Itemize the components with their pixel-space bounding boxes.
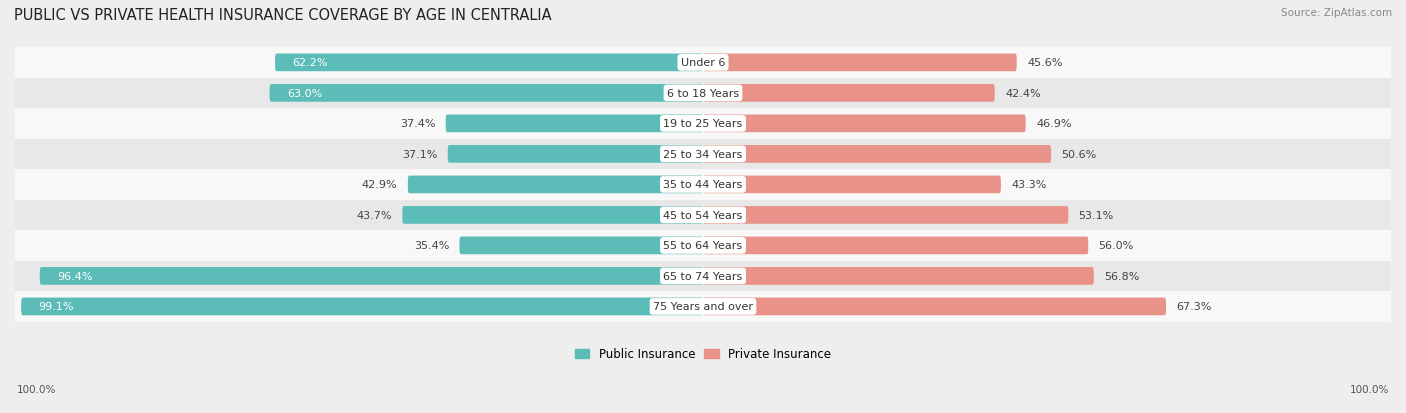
Text: 65 to 74 Years: 65 to 74 Years [664, 271, 742, 281]
Text: 75 Years and over: 75 Years and over [652, 302, 754, 312]
Text: Source: ZipAtlas.com: Source: ZipAtlas.com [1281, 8, 1392, 18]
Bar [15, 48, 1391, 78]
Text: 53.1%: 53.1% [1078, 210, 1114, 221]
Bar [15, 109, 1391, 139]
Text: 56.8%: 56.8% [1104, 271, 1139, 281]
Text: 55 to 64 Years: 55 to 64 Years [664, 241, 742, 251]
Text: 35 to 44 Years: 35 to 44 Years [664, 180, 742, 190]
Text: 45.6%: 45.6% [1026, 58, 1063, 68]
Text: 25 to 34 Years: 25 to 34 Years [664, 150, 742, 159]
FancyBboxPatch shape [703, 206, 1069, 224]
FancyBboxPatch shape [703, 146, 1052, 164]
FancyBboxPatch shape [703, 55, 1017, 72]
FancyBboxPatch shape [402, 206, 703, 224]
Text: 62.2%: 62.2% [292, 58, 328, 68]
Text: 96.4%: 96.4% [58, 271, 93, 281]
Text: 19 to 25 Years: 19 to 25 Years [664, 119, 742, 129]
FancyBboxPatch shape [703, 268, 1094, 285]
FancyBboxPatch shape [447, 146, 703, 164]
Bar [15, 261, 1391, 292]
Text: 43.7%: 43.7% [357, 210, 392, 221]
Text: 100.0%: 100.0% [17, 385, 56, 394]
Text: 42.4%: 42.4% [1005, 89, 1040, 99]
FancyBboxPatch shape [276, 55, 703, 72]
Legend: Public Insurance, Private Insurance: Public Insurance, Private Insurance [571, 343, 835, 366]
Bar [15, 78, 1391, 109]
Text: 35.4%: 35.4% [413, 241, 449, 251]
Text: 46.9%: 46.9% [1036, 119, 1071, 129]
Text: PUBLIC VS PRIVATE HEALTH INSURANCE COVERAGE BY AGE IN CENTRALIA: PUBLIC VS PRIVATE HEALTH INSURANCE COVER… [14, 8, 551, 23]
FancyBboxPatch shape [703, 176, 1001, 194]
Text: 37.1%: 37.1% [402, 150, 437, 159]
FancyBboxPatch shape [703, 115, 1025, 133]
FancyBboxPatch shape [21, 298, 703, 316]
Text: 100.0%: 100.0% [1350, 385, 1389, 394]
Text: 42.9%: 42.9% [361, 180, 398, 190]
Bar [15, 200, 1391, 230]
Text: 99.1%: 99.1% [38, 302, 75, 312]
Text: 45 to 54 Years: 45 to 54 Years [664, 210, 742, 221]
Text: 37.4%: 37.4% [399, 119, 436, 129]
FancyBboxPatch shape [270, 85, 703, 102]
FancyBboxPatch shape [408, 176, 703, 194]
FancyBboxPatch shape [460, 237, 703, 255]
FancyBboxPatch shape [703, 237, 1088, 255]
Text: 43.3%: 43.3% [1011, 180, 1046, 190]
Text: 50.6%: 50.6% [1062, 150, 1097, 159]
Bar [15, 230, 1391, 261]
Text: 56.0%: 56.0% [1098, 241, 1133, 251]
Bar [15, 139, 1391, 170]
Text: 63.0%: 63.0% [287, 89, 322, 99]
Bar [15, 292, 1391, 322]
FancyBboxPatch shape [446, 115, 703, 133]
Text: 6 to 18 Years: 6 to 18 Years [666, 89, 740, 99]
Bar [15, 170, 1391, 200]
Text: Under 6: Under 6 [681, 58, 725, 68]
Text: 67.3%: 67.3% [1177, 302, 1212, 312]
FancyBboxPatch shape [39, 268, 703, 285]
FancyBboxPatch shape [703, 85, 994, 102]
FancyBboxPatch shape [703, 298, 1166, 316]
